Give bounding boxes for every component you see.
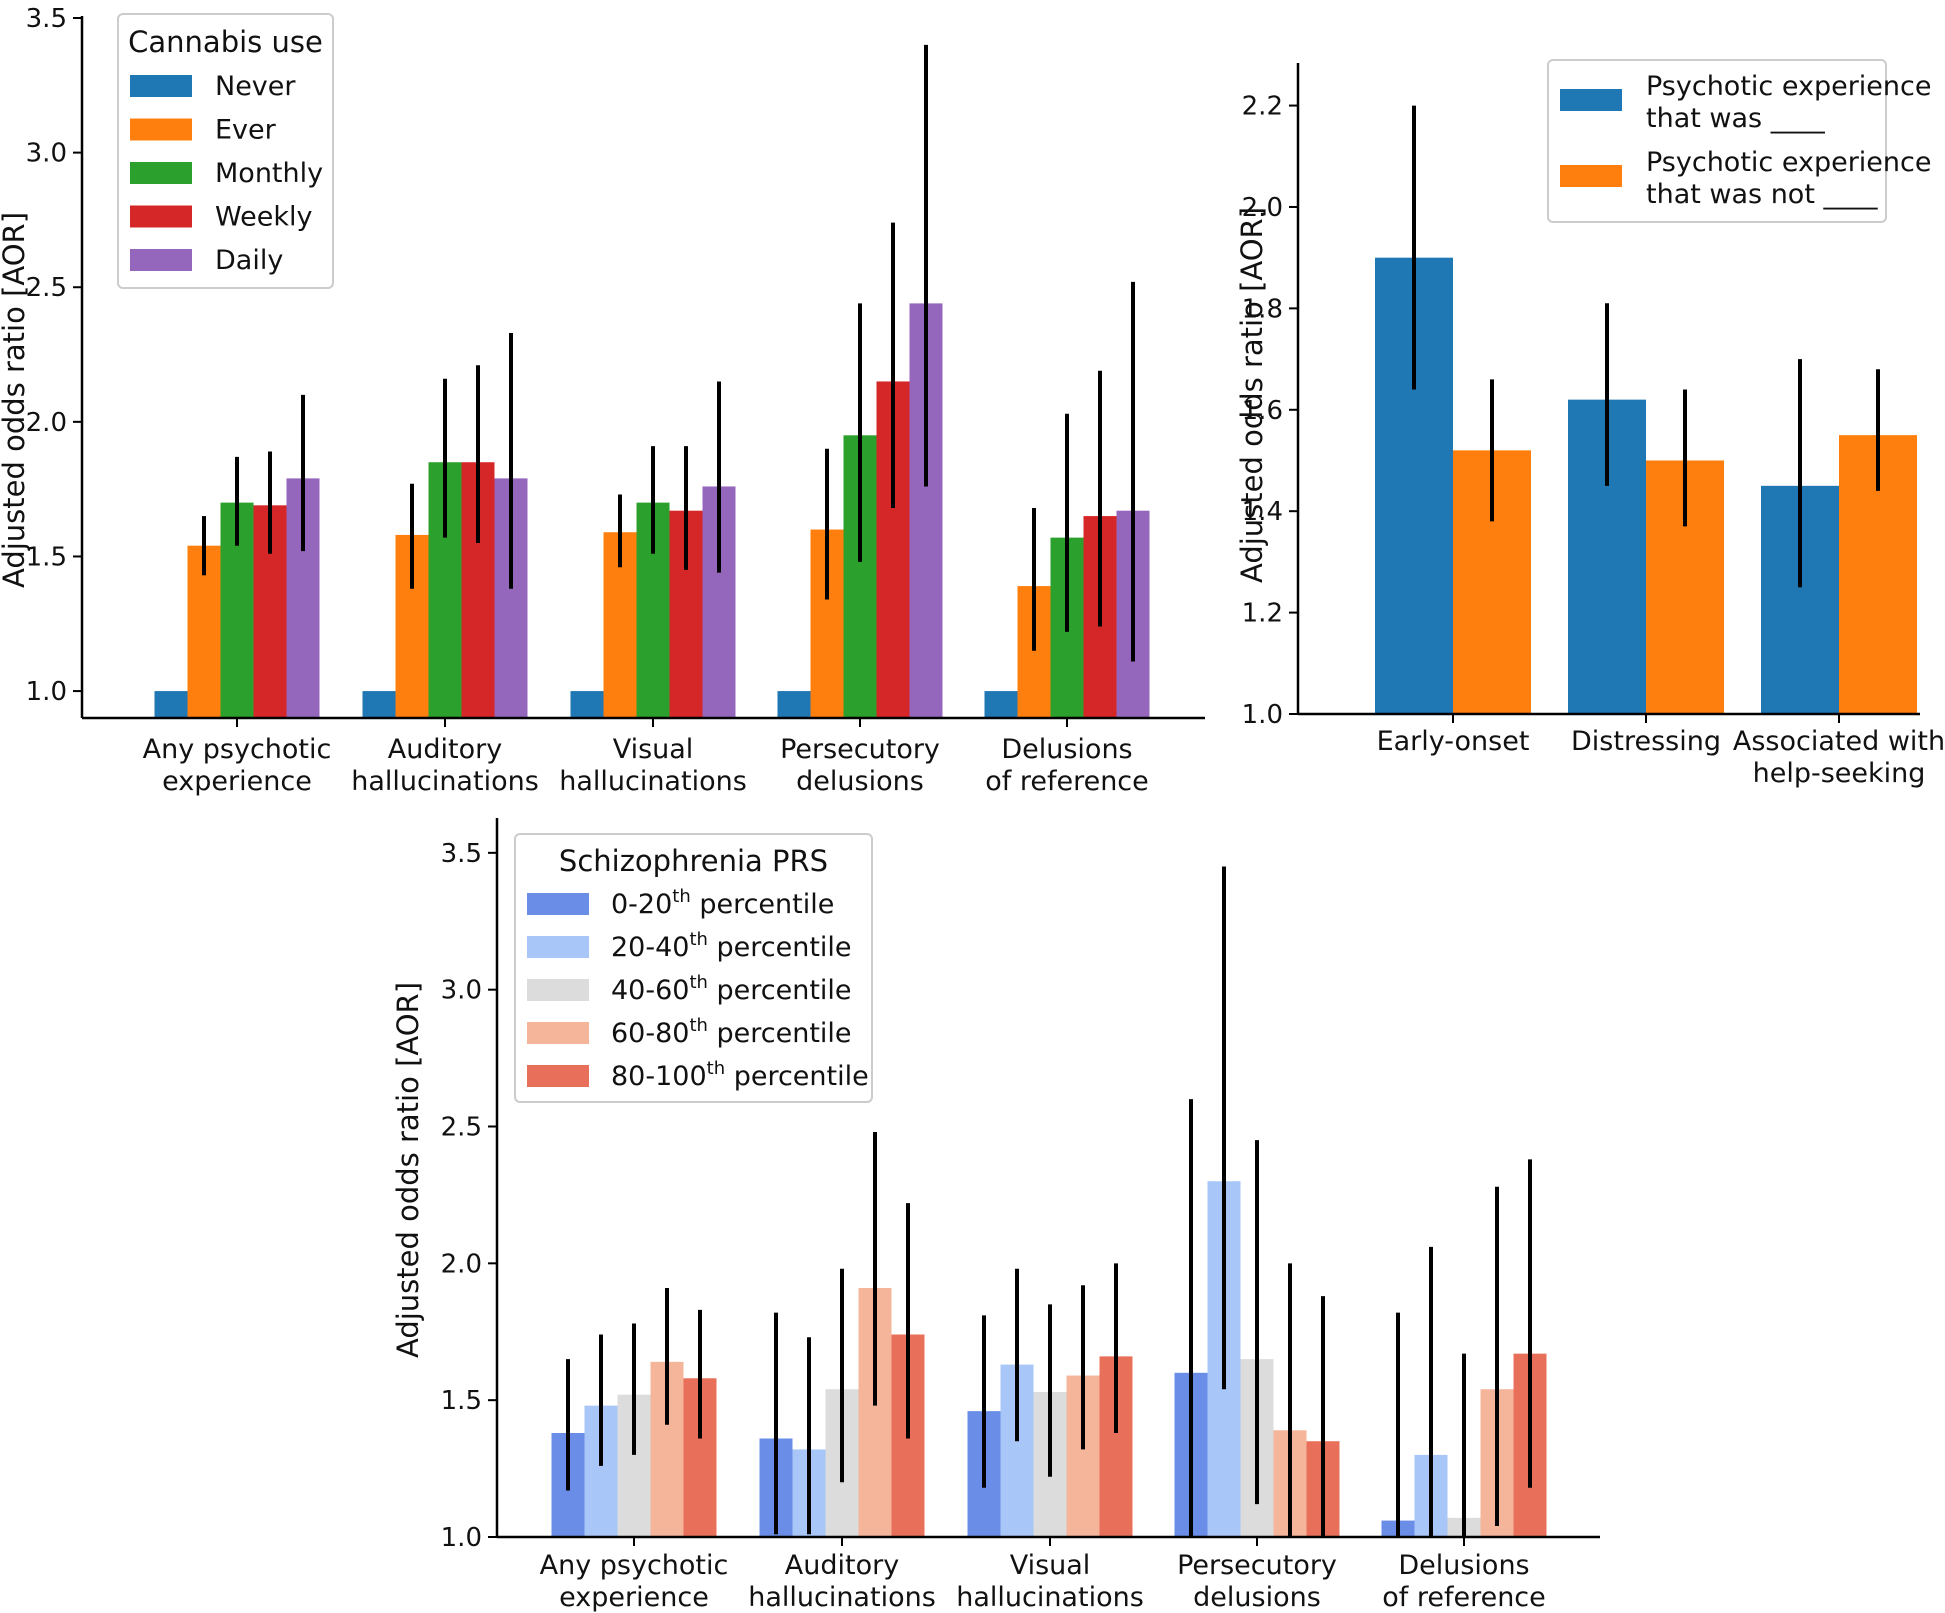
x-tick-label: Any psychotic bbox=[540, 1550, 729, 1581]
legend-swatch bbox=[527, 1065, 589, 1087]
legend-label: that was not ____ bbox=[1646, 179, 1878, 210]
legend-frame bbox=[1547, 59, 1887, 223]
legend-swatch bbox=[130, 162, 192, 184]
chart-cannabis: 1.0 1.5 2.0 2.5 3.0 3.5 Any psychoticexperienc… bbox=[0, 4, 1205, 797]
legend-label: Ever bbox=[215, 115, 277, 146]
legend-label: Monthly bbox=[215, 158, 323, 189]
x-tick-label: hallucinations bbox=[559, 766, 747, 797]
x-tick-label: Persecutory bbox=[1177, 1550, 1337, 1581]
x-tick-label: hallucinations bbox=[351, 766, 539, 797]
legend-cannabis: Cannabis use Never Ever Monthly Weekly Daily bbox=[117, 13, 334, 289]
x-tick-label: Delusions bbox=[1001, 734, 1132, 765]
chart-prs: 1.0 1.5 2.0 2.5 3.0 3.5 Any psychoticexperienc… bbox=[391, 818, 1600, 1613]
legend-label: that was ____ bbox=[1646, 103, 1825, 134]
legend-label: Weekly bbox=[215, 202, 312, 233]
y-tick-label: 1.0 bbox=[1242, 700, 1283, 730]
y-axis-label: Adjusted odds ratio [AOR] bbox=[0, 212, 31, 588]
bar-cannabis-s0-c4 bbox=[984, 691, 1018, 718]
bar-cannabis-s0-c1 bbox=[362, 691, 396, 718]
legend-label: 40-60th percentile bbox=[611, 972, 852, 1006]
y-tick-label: 1.0 bbox=[441, 1523, 482, 1553]
legend-label: Daily bbox=[215, 245, 283, 276]
bar-cannabis-s0-c3 bbox=[777, 691, 811, 718]
y-tick-label: 1.8 bbox=[1242, 294, 1283, 324]
x-tick-label: Delusions bbox=[1398, 1550, 1529, 1581]
y-tick-label: 2.5 bbox=[441, 1113, 482, 1143]
legend-frame bbox=[514, 833, 873, 1103]
x-tick-label: of reference bbox=[1382, 1582, 1546, 1613]
y-tick-label: 2.0 bbox=[1242, 193, 1283, 223]
y-tick-label: 2.2 bbox=[1242, 92, 1283, 122]
legend-swatch bbox=[1560, 89, 1622, 111]
x-tick-label: Persecutory bbox=[780, 734, 940, 765]
x-tick-label: Early-onset bbox=[1377, 726, 1530, 757]
y-tick-label: 2.5 bbox=[26, 273, 67, 303]
x-tick-label: Visual bbox=[1010, 1550, 1091, 1581]
legend-label: Psychotic experience bbox=[1646, 71, 1932, 102]
legend-swatch bbox=[130, 75, 192, 97]
y-tick-label: 2.0 bbox=[26, 408, 67, 438]
chart-psychotic: 1.0 1.2 1.4 1.6 1.8 2.0 2.2 Early-onset Distress… bbox=[1235, 59, 1945, 789]
y-tick-label: 1.0 bbox=[26, 677, 67, 707]
legend-swatch bbox=[130, 249, 192, 271]
legend-swatch bbox=[527, 1022, 589, 1044]
legend-swatch bbox=[527, 979, 589, 1001]
legend-label: Psychotic experience bbox=[1646, 147, 1932, 178]
x-tick-label: Any psychotic bbox=[143, 734, 332, 765]
y-tick-label: 3.5 bbox=[441, 839, 482, 869]
x-tick-label: delusions bbox=[1193, 1582, 1321, 1613]
x-tick-label: Visual bbox=[613, 734, 694, 765]
x-tick-label: hallucinations bbox=[956, 1582, 1144, 1613]
y-tick-label: 3.0 bbox=[441, 976, 482, 1006]
x-tick-label: Distressing bbox=[1571, 726, 1721, 757]
legend-prs: Schizophrenia PRS 0-20th percentile 20-40t… bbox=[514, 833, 873, 1103]
y-tick-label: 1.5 bbox=[26, 542, 67, 572]
y-tick-label: 3.0 bbox=[26, 139, 67, 169]
x-tick-label: Auditory bbox=[785, 1550, 899, 1581]
legend-label: 60-80th percentile bbox=[611, 1015, 852, 1049]
legend-label: Never bbox=[215, 71, 296, 102]
y-tick-label: 1.6 bbox=[1242, 396, 1283, 426]
legend-swatch bbox=[527, 893, 589, 915]
y-axis-label: Adjusted odds ratio [AOR] bbox=[1235, 207, 1269, 583]
y-tick-label: 2.0 bbox=[441, 1249, 482, 1279]
y-tick-label: 1.5 bbox=[441, 1386, 482, 1416]
y-tick-label: 3.5 bbox=[26, 4, 67, 34]
bar-cannabis-s0-c0 bbox=[154, 691, 188, 718]
bar-cannabis-s0-c2 bbox=[570, 691, 604, 718]
x-tick-label: experience bbox=[559, 1582, 709, 1613]
y-tick-label: 1.2 bbox=[1242, 599, 1283, 629]
y-axis-label: Adjusted odds ratio [AOR] bbox=[391, 982, 425, 1358]
legend-label: 80-100th percentile bbox=[611, 1058, 869, 1092]
legend-swatch bbox=[1560, 165, 1622, 187]
x-tick-label: Auditory bbox=[388, 734, 502, 765]
legend-swatch bbox=[527, 936, 589, 958]
x-tick-label: Associated with bbox=[1733, 726, 1945, 757]
x-tick-label: delusions bbox=[796, 766, 924, 797]
x-tick-label: of reference bbox=[985, 766, 1149, 797]
x-tick-label: experience bbox=[162, 766, 312, 797]
legend-swatch bbox=[130, 205, 192, 228]
legend-swatch bbox=[130, 118, 192, 141]
x-tick-label: hallucinations bbox=[748, 1582, 936, 1613]
legend-title: Schizophrenia PRS bbox=[559, 844, 828, 878]
x-tick-label: help-seeking bbox=[1753, 758, 1926, 789]
y-tick-label: 1.4 bbox=[1242, 497, 1283, 527]
legend-title: Cannabis use bbox=[128, 25, 323, 59]
legend-label: 20-40th percentile bbox=[611, 929, 852, 963]
legend-label: 0-20th percentile bbox=[611, 886, 834, 920]
